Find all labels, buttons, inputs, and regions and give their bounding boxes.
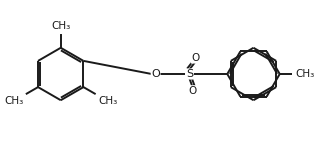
Text: CH₃: CH₃: [295, 69, 314, 79]
Text: O: O: [188, 86, 196, 96]
Text: O: O: [191, 53, 199, 63]
Text: S: S: [186, 69, 193, 79]
Text: CH₃: CH₃: [98, 96, 117, 106]
Text: O: O: [151, 69, 160, 79]
Text: CH₃: CH₃: [4, 96, 23, 106]
Text: CH₃: CH₃: [51, 21, 70, 31]
